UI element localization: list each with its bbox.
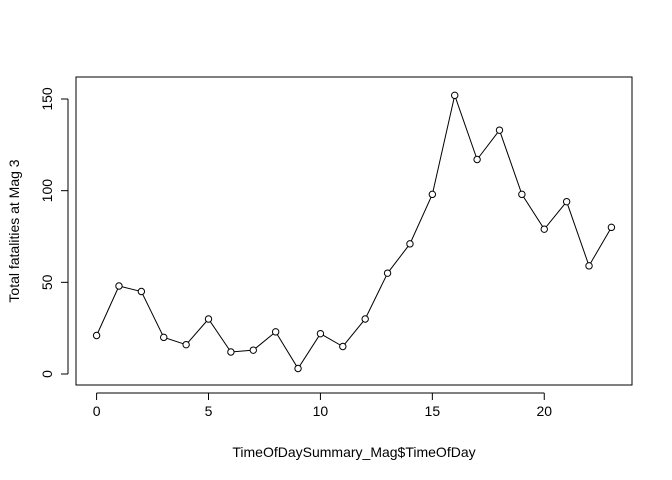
data-point [316,329,325,338]
data-point [562,197,571,206]
data-point [473,155,481,164]
data-point [137,287,146,296]
x-tick-label: 5 [205,403,213,419]
data-points [92,91,616,373]
data-point [249,346,257,354]
data-point [271,328,280,336]
data-point [518,190,526,199]
series-line [96,93,612,370]
plot-box [75,76,633,386]
x-tick-label: 0 [93,403,101,419]
data-point [160,333,168,342]
data-point [204,315,213,323]
y-tick-label: 0 [39,370,55,378]
data-point [339,342,347,351]
data-point [428,190,437,199]
y-axis: 0 50 100 150 [39,87,69,378]
data-point [607,223,616,232]
x-tick-label: 15 [425,403,441,419]
data-point [451,91,459,100]
x-tick-label: 20 [536,403,552,419]
x-tick-label: 10 [313,403,329,419]
y-tick-label: 100 [39,179,55,203]
y-tick-label: 50 [39,274,55,290]
data-point [227,348,235,356]
data-point [294,364,302,373]
data-point [540,225,548,233]
x-axis: 0 5 10 15 20 [93,392,552,419]
data-point [361,315,369,323]
data-point [182,340,190,349]
data-point [115,282,123,290]
y-axis-label: Total fatalities at Mag 3 [6,159,22,302]
y-tick-label: 150 [39,87,55,111]
x-axis-label: TimeOfDaySummary_Mag$TimeOfDay [232,444,475,460]
data-point [585,262,593,270]
data-point [383,269,392,277]
data-point [92,331,101,340]
data-point [495,126,504,134]
data-point [406,240,414,248]
